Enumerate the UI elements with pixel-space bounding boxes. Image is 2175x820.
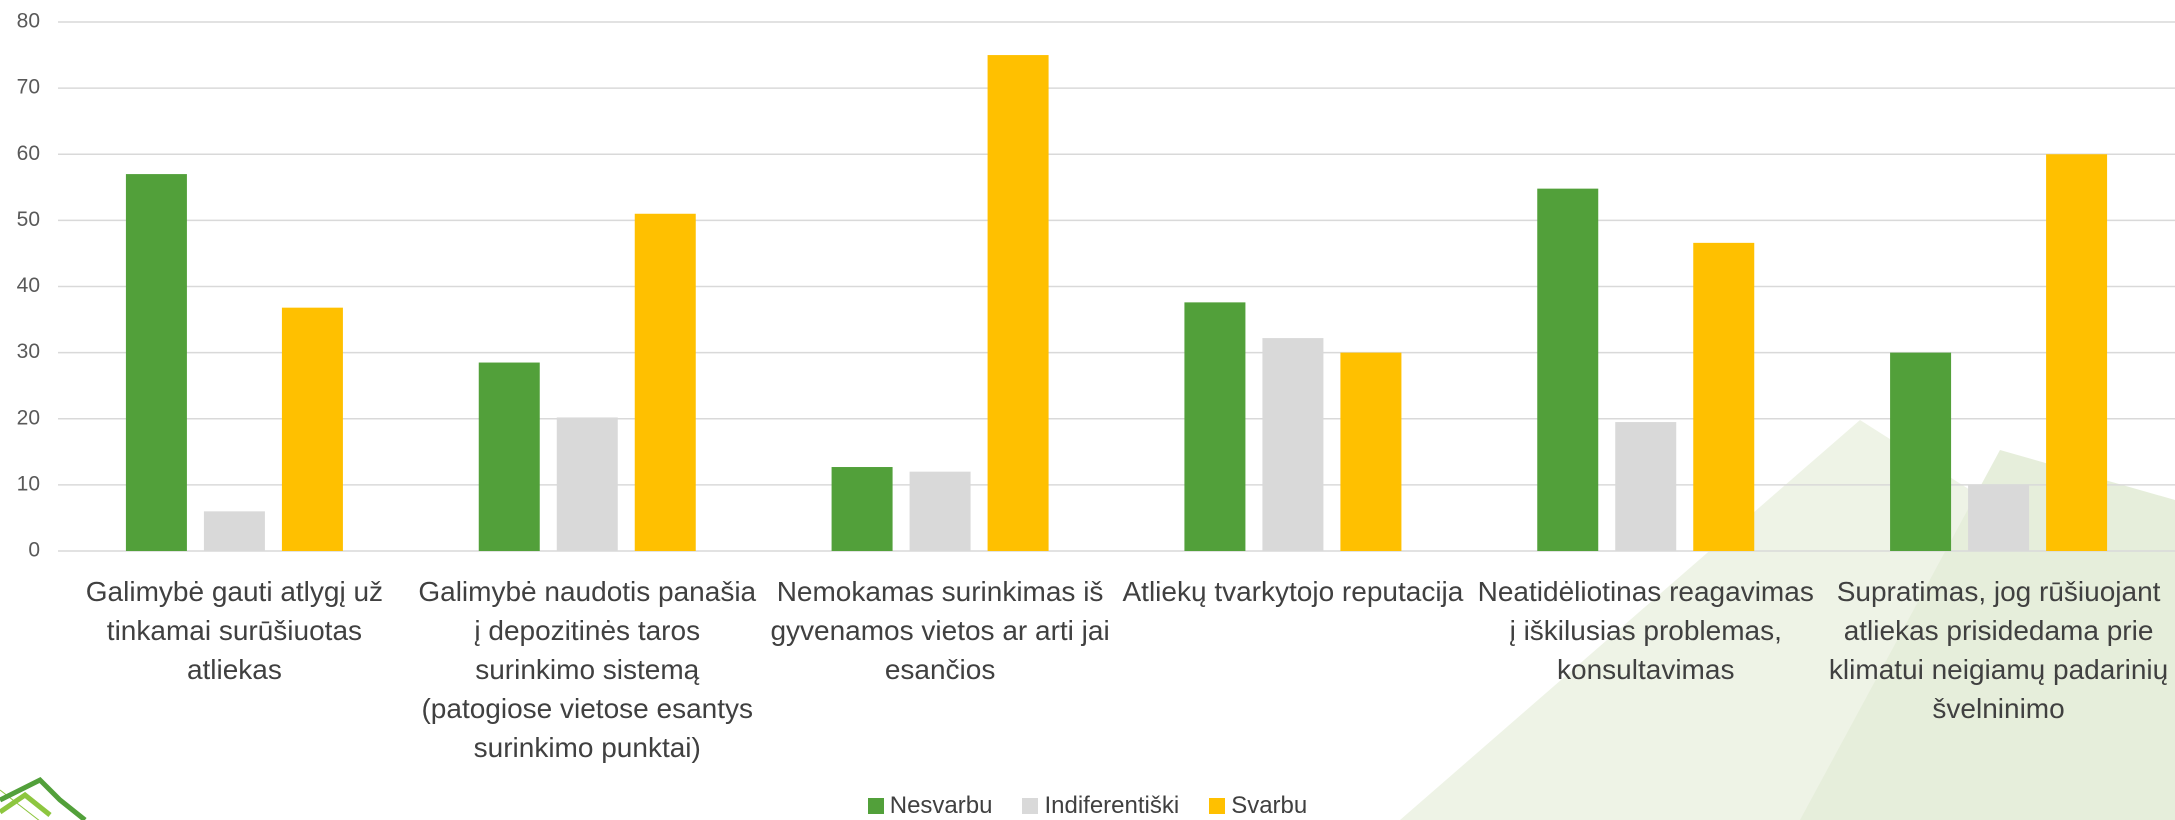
legend-swatch [867,798,884,814]
legend-item: Indiferentiški [1022,792,1179,820]
bar [1262,338,1324,551]
x-tick-label: Neatidėliotinas reagavimas į iškilusias … [1477,576,1814,685]
bar [909,471,971,551]
legend-item: Nesvarbu [867,792,993,820]
y-tick-label: 0 [28,539,40,562]
bar [1968,484,2030,551]
bar [1693,242,1755,552]
x-tick-label: Atliekų tvarkytojo reputacija [1122,576,1464,607]
x-tick-label: Nemokamas surinkimas iš gyvenamos vietos… [770,576,1110,685]
bar [478,362,540,551]
bar [1615,422,1677,551]
legend-label: Nesvarbu [889,792,993,819]
legend-label: Svarbu [1231,792,1308,819]
x-tick-label: Supratimas, jog rūšiuojant atliekas pris… [1828,576,2169,724]
legend: Nesvarbu Indiferentiški Svarbu [0,792,2175,820]
bar [281,307,343,551]
bar [1537,188,1599,551]
logo [0,791,52,817]
legend-swatch [1209,798,1226,814]
x-tick-label: Galimybė gauti atlygį už tinkamai surūši… [85,576,384,685]
bar [2046,154,2108,551]
logo [0,776,87,820]
bar [987,55,1049,551]
y-tick-label: 50 [17,208,40,231]
y-tick-label: 80 [17,10,40,33]
y-tick-label: 30 [17,340,40,363]
x-tick-label: Galimybė naudotis panašia į depozitinės … [418,576,757,763]
bar [634,213,696,551]
bar [1890,352,1952,551]
y-tick-label: 60 [17,142,40,165]
y-tick-label: 10 [17,472,40,495]
legend-item: Svarbu [1209,792,1307,820]
legend-label: Indiferentiški [1044,792,1180,819]
legend-swatch [1022,798,1039,814]
y-tick-label: 20 [17,406,40,429]
y-tick-label: 70 [17,76,40,99]
bar [1340,352,1402,551]
bar [556,417,618,551]
y-tick-label: 40 [17,274,40,297]
bar [1184,302,1246,551]
bar [831,467,893,551]
bar [203,511,265,551]
bar [125,174,187,551]
